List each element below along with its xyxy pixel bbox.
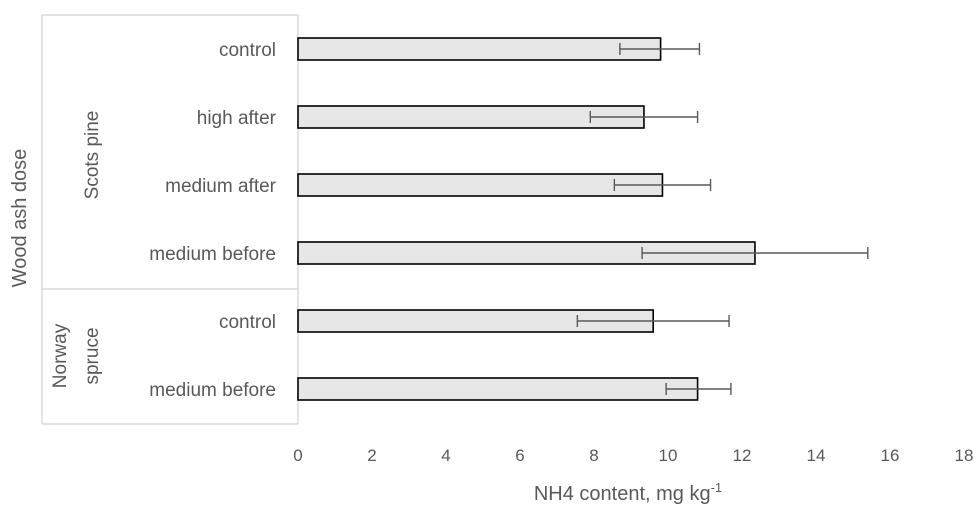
error-bar-spruce-control	[576, 315, 730, 327]
y-axis-title: Wood ash dose	[9, 149, 31, 288]
group-label-scots-pine: Scots pine	[82, 111, 103, 200]
category-label-spruce-control: control	[219, 312, 276, 333]
x-tick-label: 16	[881, 446, 900, 465]
x-axis-title-text: NH4 content, mg kg	[534, 483, 711, 505]
group-frame	[41, 14, 299, 425]
error-bar-spruce-medium-before	[665, 383, 732, 395]
error-bar-scots-medium-after	[613, 179, 712, 191]
category-label-scots-medium-before: medium before	[149, 244, 276, 265]
x-tick-label: 4	[441, 446, 450, 465]
x-tick-label: 2	[367, 446, 376, 465]
x-tick-label: 18	[955, 446, 974, 465]
bar-spruce-medium-before	[297, 377, 699, 401]
error-bar-scots-control	[619, 43, 701, 55]
bar-scots-medium-after	[297, 173, 664, 197]
group-label-norway-spruce-line-1: Norway	[50, 323, 71, 388]
x-tick-label: 10	[659, 446, 678, 465]
x-tick-label: 6	[515, 446, 524, 465]
error-bar-scots-medium-before	[641, 247, 869, 259]
category-label-scots-medium-after: medium after	[165, 176, 277, 197]
error-bar-scots-high-after	[589, 111, 699, 123]
x-axis-title: NH4 content, mg kg-1	[534, 480, 722, 505]
category-label-scots-control: control	[219, 40, 276, 61]
x-tick-label: 14	[807, 446, 826, 465]
x-tick-label: 0	[293, 446, 302, 465]
x-tick-label: 8	[589, 446, 598, 465]
x-tick-label: 12	[733, 446, 752, 465]
category-label-spruce-medium-before: medium before	[149, 380, 276, 401]
x-axis-title-superscript: -1	[711, 480, 723, 495]
category-label-scots-high-after: high after	[197, 108, 277, 129]
bar-scots-control	[297, 37, 662, 61]
group-label-norway-spruce-line-2: spruce	[82, 327, 103, 384]
